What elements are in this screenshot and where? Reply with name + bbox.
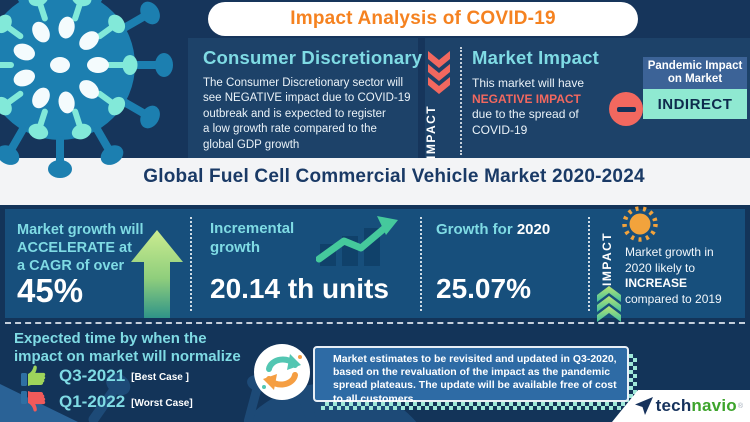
best-case-row: Q3-2021 [Best Case ] (20, 363, 189, 388)
growth-2020-value: 25.07% (436, 273, 531, 304)
market-impact-line3: COVID-19 (472, 122, 528, 137)
minus-bar (616, 106, 636, 112)
trend-arrow-icon (316, 216, 398, 266)
cagr-heading: Market growth will ACCELERATE at a CAGR … (17, 222, 144, 274)
best-case-note: [Best Case ] (131, 372, 189, 383)
dotted-separator-1 (190, 217, 192, 311)
impact-vertical-label-top: IMPACT (424, 104, 438, 159)
dashed-divider (5, 322, 745, 324)
thumbs-up-icon (21, 365, 46, 386)
pandemic-impact-value: INDIRECT (643, 89, 747, 119)
best-case-quarter: Q3-2021 (59, 365, 126, 385)
chevrons-down-icon (428, 51, 450, 94)
title-strip (0, 158, 750, 205)
impact-vertical-label-bottom: IMPACT (600, 231, 614, 286)
update-note: Market estimates to be revisited and upd… (313, 346, 629, 405)
chevrons-up-icon (597, 286, 621, 322)
market-impact-title: Market Impact (472, 47, 600, 68)
market-impact-line2: due to the spread of (472, 107, 579, 121)
incremental-growth-value: 20.14 th units (210, 273, 389, 304)
thumbs-down-icon (21, 391, 46, 412)
growth-2020-year: 2020 (516, 221, 551, 238)
consumer-discretionary-title: Consumer Discretionary (203, 47, 423, 68)
impact-2020-line1: Market growth in 2020 likely to (625, 245, 714, 275)
cagr-value: 45% (17, 272, 84, 309)
market-title: Global Fuel Cell Commercial Vehicle Mark… (143, 166, 645, 187)
logo-text-tech: tech (655, 396, 692, 415)
growth-up-arrow-icon (131, 230, 183, 318)
dotted-separator-top (460, 47, 462, 155)
technavio-logo-strip: tech navio ® (612, 390, 750, 422)
market-impact-body: This market will have NEGATIVE IMPACT du… (472, 76, 584, 138)
dotted-separator-3 (588, 217, 590, 311)
negative-minus-icon (609, 92, 643, 126)
technavio-arrow-icon (634, 397, 653, 415)
sun-icon (622, 206, 658, 242)
impact-2020-line2: compared to 2019 (625, 291, 722, 306)
impact-2020-text: Market growth in 2020 likely to INCREASE… (625, 245, 745, 307)
incremental-growth-label: Incremental growth (210, 220, 295, 256)
banner-title: Impact Analysis of COVID-19 (290, 8, 556, 29)
consumer-discretionary-body: The Consumer Discretionary sector will s… (203, 77, 411, 151)
market-impact-highlight: NEGATIVE IMPACT (472, 91, 581, 106)
logo-text-navio: navio (691, 396, 737, 415)
top-banner: Impact Analysis of COVID-19 (208, 2, 638, 36)
refresh-icon (254, 344, 310, 400)
worst-case-row: Q1-2022 [Worst Case] (20, 389, 193, 414)
worst-case-note: [Worst Case] (131, 398, 193, 409)
impact-2020-highlight: INCREASE (625, 276, 688, 290)
refresh-arrows (262, 354, 302, 390)
growth-2020-label: Growth for 2020 (436, 221, 550, 238)
worst-case-quarter: Q1-2022 (59, 391, 126, 411)
market-impact-line1: This market will have (472, 76, 585, 90)
pandemic-impact-label: Pandemic Impact on Market (643, 57, 747, 89)
growth-2020-prefix: Growth for (436, 221, 513, 238)
logo-registered-mark: ® (737, 402, 743, 410)
top-panel-divider-gap (418, 38, 425, 158)
coronavirus-illustration (0, 0, 173, 178)
dotted-separator-2 (420, 217, 422, 311)
normalize-heading: Expected time by when the impact on mark… (14, 330, 241, 365)
